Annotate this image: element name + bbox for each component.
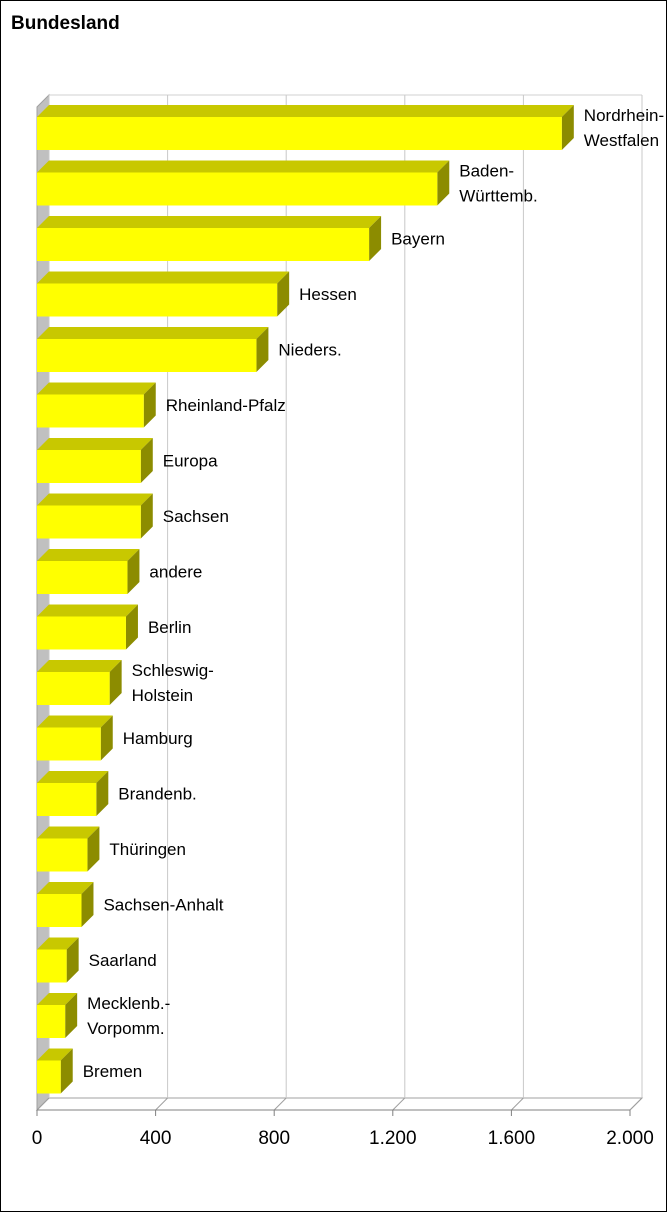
category-label: Württemb. — [459, 187, 537, 206]
bar-side — [561, 105, 574, 150]
category-label: Mecklenb.- — [87, 994, 170, 1013]
bar-side — [60, 1048, 73, 1094]
bar-top — [37, 549, 140, 561]
category-label: Bremen — [83, 1062, 143, 1081]
category-labels: Nordrhein- Westfalen Baden- Württemb. Bayern… — [83, 106, 664, 1081]
bar-side — [109, 660, 122, 705]
bar — [37, 727, 101, 761]
bar-top — [37, 1048, 73, 1061]
bar — [37, 283, 278, 317]
bar — [37, 394, 144, 428]
bar-top — [37, 826, 100, 839]
bar — [37, 117, 562, 150]
bar-side — [256, 327, 269, 372]
bar — [37, 783, 97, 816]
bar-side — [96, 771, 109, 816]
category-label: Baden- — [459, 162, 514, 181]
bar — [37, 228, 370, 261]
bars — [37, 105, 574, 1094]
x-tick-label: 800 — [258, 1128, 290, 1149]
bar-side — [81, 882, 94, 927]
bar-side — [369, 216, 382, 261]
x-tick-label: 400 — [140, 1128, 172, 1149]
floor — [35, 1097, 644, 1111]
bar — [37, 949, 67, 983]
bar-top — [37, 937, 79, 950]
x-tick-label: 1.200 — [369, 1128, 417, 1149]
bar-side — [100, 715, 113, 761]
bar-top — [37, 105, 574, 117]
category-label: Sachsen-Anhalt — [103, 896, 223, 915]
bar-top — [37, 271, 290, 284]
gridline-floor — [392, 1097, 406, 1111]
bar-side — [143, 382, 156, 428]
bar-top — [37, 604, 138, 617]
category-label: Berlin — [148, 618, 191, 637]
bar-top — [37, 382, 156, 395]
category-label: Westfalen — [584, 131, 659, 150]
x-tick-label: 2.000 — [606, 1128, 654, 1149]
bar-side — [87, 826, 100, 872]
category-label: Schleswig- — [132, 661, 214, 680]
bar — [37, 561, 128, 594]
bar-top — [37, 882, 94, 894]
bar-side — [277, 271, 290, 317]
bar — [37, 339, 257, 372]
category-label: Saarland — [89, 951, 157, 970]
category-label: Sachsen — [163, 507, 229, 526]
bar-side — [127, 549, 140, 594]
x-axis-ticks: 0 400 800 1.200 1.600 2.000 — [32, 1128, 654, 1149]
category-label: Thüringen — [109, 840, 186, 859]
gridline-floor — [155, 1097, 168, 1111]
category-label: Europa — [163, 452, 218, 471]
bar-top — [37, 715, 113, 728]
category-label: Bayern — [391, 230, 445, 249]
bar — [37, 672, 110, 705]
bar-top — [37, 216, 382, 228]
category-label: Holstein — [132, 686, 193, 705]
bar — [37, 172, 438, 206]
x-tick-label: 0 — [32, 1128, 43, 1149]
bar-side — [65, 993, 78, 1038]
bar-top — [37, 438, 153, 450]
category-label: Hamburg — [123, 729, 193, 748]
category-label: Vorpomm. — [87, 1019, 164, 1038]
gridline-floor — [36, 1097, 50, 1111]
bar-top — [37, 660, 122, 672]
bar — [37, 1060, 61, 1094]
gridline-floor — [629, 1097, 643, 1111]
bar-side — [125, 604, 138, 650]
x-tick-label: 1.600 — [488, 1128, 536, 1149]
bar — [37, 450, 141, 483]
category-label: Nordrhein- — [584, 106, 664, 125]
bar — [37, 838, 88, 872]
bar — [37, 1005, 66, 1038]
category-label: Rheinland-Pfalz — [166, 396, 286, 415]
category-label: Brandenb. — [118, 785, 196, 804]
bar-side — [437, 160, 450, 206]
bar-top — [37, 993, 78, 1005]
category-label: Hessen — [299, 285, 357, 304]
bar — [37, 616, 126, 650]
bar-top — [37, 160, 450, 173]
category-label: andere — [149, 563, 202, 582]
bar-top — [37, 327, 269, 339]
bar — [37, 894, 82, 927]
gridlines — [36, 95, 643, 1116]
bar — [37, 505, 141, 539]
bar-top — [37, 493, 153, 506]
gridline-floor — [273, 1097, 287, 1111]
bar-side — [140, 438, 153, 483]
bar-side — [66, 937, 79, 983]
category-label: Nieders. — [278, 341, 341, 360]
bar-top — [37, 771, 109, 783]
chart-title: Bundesland — [11, 13, 120, 34]
gridline-floor — [511, 1097, 524, 1111]
bar-side — [140, 493, 153, 539]
